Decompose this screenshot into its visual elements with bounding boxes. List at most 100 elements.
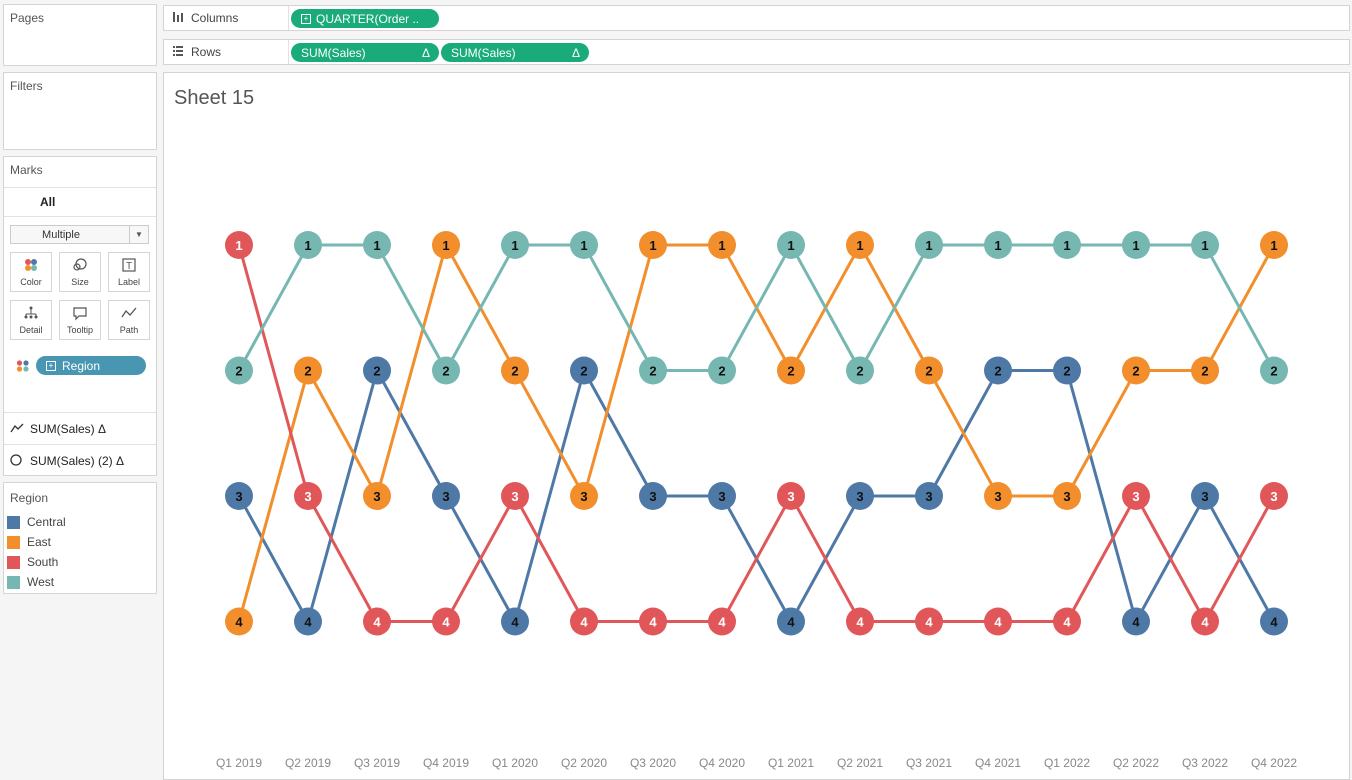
measure-sum-sales-2[interactable]: SUM(Sales) (2) Δ xyxy=(4,444,156,476)
data-point-central[interactable] xyxy=(915,482,943,510)
data-point-east[interactable] xyxy=(501,356,529,385)
data-point-south[interactable] xyxy=(1122,482,1150,510)
data-point-east[interactable] xyxy=(570,482,598,510)
data-point-central[interactable] xyxy=(777,607,805,636)
data-point-central[interactable] xyxy=(570,356,598,385)
data-point-central[interactable] xyxy=(1053,356,1081,385)
data-point-central[interactable] xyxy=(1191,482,1219,510)
data-point-west[interactable] xyxy=(432,356,460,385)
data-point-west[interactable] xyxy=(1122,231,1150,259)
data-point-south[interactable] xyxy=(639,607,667,636)
data-point-south[interactable] xyxy=(708,607,736,636)
data-point-central[interactable] xyxy=(225,482,253,510)
data-point-west[interactable] xyxy=(915,231,943,259)
data-point-east[interactable] xyxy=(432,231,460,259)
data-label-west: 1 xyxy=(511,238,518,253)
data-point-central[interactable] xyxy=(363,356,391,385)
data-point-central[interactable] xyxy=(984,356,1012,385)
data-point-south[interactable] xyxy=(363,607,391,636)
data-point-south[interactable] xyxy=(432,607,460,636)
data-point-east[interactable] xyxy=(1260,231,1288,259)
data-point-west[interactable] xyxy=(294,231,322,259)
data-label-south: 4 xyxy=(994,615,1002,630)
data-point-east[interactable] xyxy=(639,231,667,259)
data-point-central[interactable] xyxy=(1122,607,1150,636)
data-label-west: 2 xyxy=(235,364,242,379)
data-point-south[interactable] xyxy=(294,482,322,510)
filters-panel[interactable]: Filters xyxy=(3,72,157,150)
size-button[interactable]: Size xyxy=(59,252,101,292)
pages-panel[interactable]: Pages xyxy=(3,4,157,66)
legend-item-west[interactable]: West xyxy=(6,573,54,591)
columns-pill-label: QUARTER(Order .. xyxy=(316,11,420,26)
data-point-central[interactable] xyxy=(846,482,874,510)
delta-icon: Δ xyxy=(421,45,430,60)
legend-item-central[interactable]: Central xyxy=(6,513,66,531)
data-point-south[interactable] xyxy=(777,482,805,510)
detail-button[interactable]: Detail xyxy=(10,300,52,340)
data-point-west[interactable] xyxy=(984,231,1012,259)
data-point-west[interactable] xyxy=(777,231,805,259)
data-point-south[interactable] xyxy=(501,482,529,510)
data-point-west[interactable] xyxy=(501,231,529,259)
data-point-west[interactable] xyxy=(639,356,667,385)
worksheet-canvas[interactable]: Sheet 15 3 4 2 3 4 2 3 3 4 3 3 2 2 4 3 4 4 2 3 1 2 3 1 1 2 1 2 3 3 2 2… xyxy=(163,72,1350,780)
data-point-south[interactable] xyxy=(1053,607,1081,636)
bump-chart[interactable]: 3 4 2 3 4 2 3 3 4 3 3 2 2 4 3 4 4 2 3 1 2 3 1 1 2 1 2 3 3 2 2 1 1 3 4 4 3 4 4 4… xyxy=(164,73,1349,779)
plus-box-icon[interactable]: + xyxy=(46,360,56,371)
data-point-central[interactable] xyxy=(501,607,529,636)
data-point-central[interactable] xyxy=(1260,607,1288,636)
marks-tab-all[interactable]: All xyxy=(4,187,156,217)
series-line-west[interactable] xyxy=(237,243,1276,372)
chevron-down-icon[interactable]: ▼ xyxy=(129,226,148,243)
data-point-south[interactable] xyxy=(1260,482,1288,510)
data-point-central[interactable] xyxy=(294,607,322,636)
data-point-west[interactable] xyxy=(846,356,874,385)
data-point-east[interactable] xyxy=(363,482,391,510)
rows-pill-sum-sales-1[interactable]: SUM(Sales) Δ xyxy=(291,43,439,62)
data-point-west[interactable] xyxy=(1260,356,1288,385)
mark-type-dropdown[interactable]: Multiple ▼ xyxy=(10,225,149,244)
region-color-pill[interactable]: + Region xyxy=(36,356,146,375)
data-point-south[interactable] xyxy=(984,607,1012,636)
data-point-east[interactable] xyxy=(846,231,874,259)
data-point-west[interactable] xyxy=(363,231,391,259)
columns-pill-quarter[interactable]: + QUARTER(Order .. xyxy=(291,9,439,28)
data-point-west[interactable] xyxy=(570,231,598,259)
color-button[interactable]: Color xyxy=(10,252,52,292)
data-point-south[interactable] xyxy=(846,607,874,636)
data-point-east[interactable] xyxy=(984,482,1012,510)
data-point-east[interactable] xyxy=(225,607,253,636)
data-point-south[interactable] xyxy=(1191,607,1219,636)
data-point-south[interactable] xyxy=(570,607,598,636)
tooltip-button[interactable]: Tooltip xyxy=(59,300,101,340)
rows-pill-sum-sales-2[interactable]: SUM(Sales) Δ xyxy=(441,43,589,62)
data-point-south[interactable] xyxy=(225,231,253,259)
legend-item-east[interactable]: East xyxy=(6,533,51,551)
data-point-south[interactable] xyxy=(915,607,943,636)
data-point-east[interactable] xyxy=(1191,356,1219,385)
data-point-east[interactable] xyxy=(1053,482,1081,510)
measure-sum-sales[interactable]: SUM(Sales) Δ xyxy=(4,412,156,444)
data-point-east[interactable] xyxy=(294,356,322,385)
data-point-west[interactable] xyxy=(1053,231,1081,259)
legend-item-south[interactable]: South xyxy=(6,553,58,571)
data-point-central[interactable] xyxy=(432,482,460,510)
series-line-south[interactable] xyxy=(237,244,1276,623)
plus-box-icon[interactable]: + xyxy=(301,13,311,24)
data-point-east[interactable] xyxy=(915,356,943,385)
data-point-east[interactable] xyxy=(708,231,736,259)
path-button[interactable]: Path xyxy=(108,300,150,340)
data-point-central[interactable] xyxy=(708,482,736,510)
data-point-east[interactable] xyxy=(1122,356,1150,385)
data-point-central[interactable] xyxy=(639,482,667,510)
rows-shelf[interactable]: Rows SUM(Sales) Δ SUM(Sales) Δ xyxy=(163,39,1350,65)
data-point-east[interactable] xyxy=(777,356,805,385)
columns-shelf[interactable]: Columns + QUARTER(Order .. xyxy=(163,5,1350,31)
data-point-west[interactable] xyxy=(225,356,253,385)
label-button[interactable]: T Label xyxy=(108,252,150,292)
series-line-central[interactable] xyxy=(237,369,1276,623)
data-point-west[interactable] xyxy=(1191,231,1219,259)
data-point-west[interactable] xyxy=(708,356,736,385)
series-line-east[interactable] xyxy=(237,243,1276,622)
